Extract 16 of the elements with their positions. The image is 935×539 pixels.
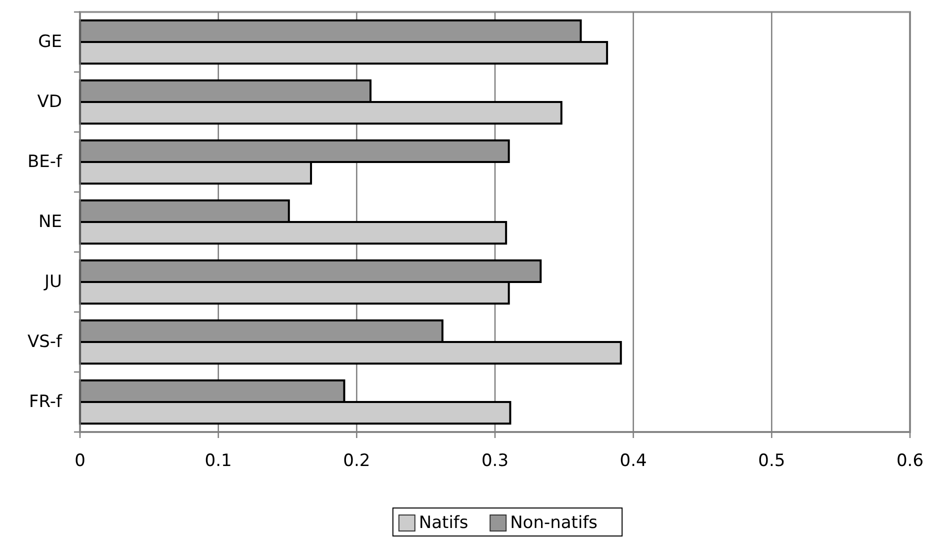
x-tick-label: 0.6 bbox=[896, 451, 924, 471]
x-tick-label: 0.4 bbox=[620, 451, 647, 471]
x-tick-label: 0.1 bbox=[204, 451, 232, 471]
legend-label: Natifs bbox=[418, 513, 468, 533]
y-tick-label: FR-f bbox=[28, 392, 64, 412]
y-tick-label: NE bbox=[38, 212, 62, 232]
x-tick-label: 0.5 bbox=[758, 451, 786, 471]
y-tick-label: JU bbox=[44, 272, 62, 292]
x-tick-label: 0.2 bbox=[343, 451, 370, 471]
y-tick-label: VD bbox=[37, 92, 62, 112]
y-tick-label: BE-f bbox=[27, 152, 64, 172]
x-tick-label: 0.3 bbox=[481, 451, 509, 471]
y-tick-label: VS-f bbox=[27, 332, 64, 352]
legend-label: Non-natifs bbox=[510, 513, 598, 533]
y-tick-label: GE bbox=[38, 32, 62, 52]
x-tick-label: 0 bbox=[74, 451, 86, 471]
